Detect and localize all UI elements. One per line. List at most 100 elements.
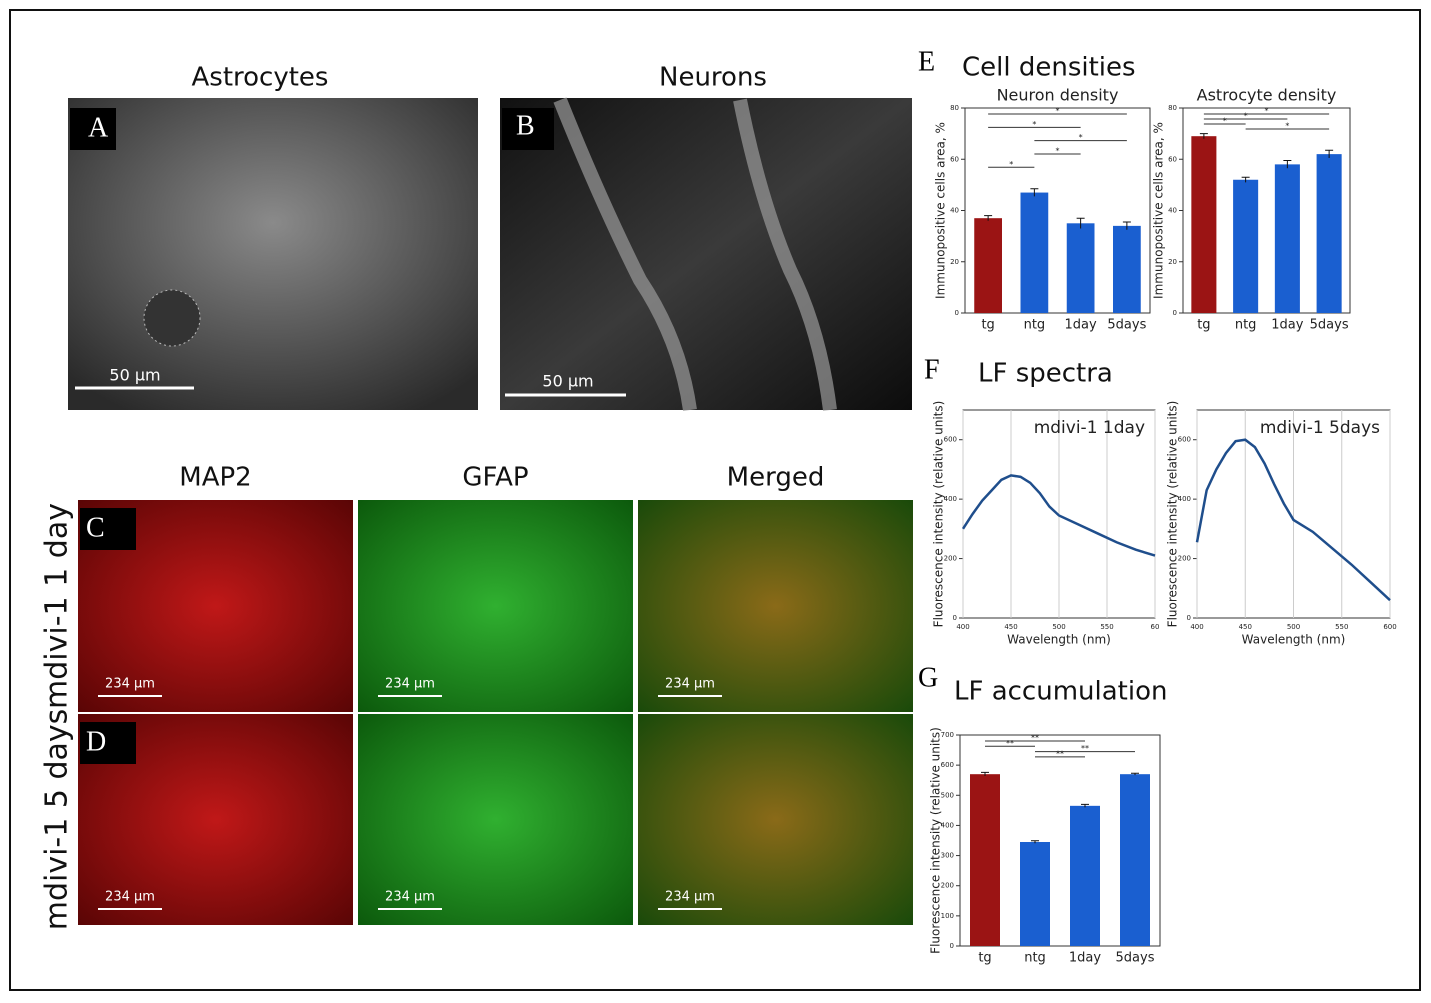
- x-tick-label: 550: [1335, 623, 1348, 631]
- y-tick-label: 60: [950, 155, 959, 163]
- x-tick-label: tg: [1197, 318, 1210, 333]
- panel-title: Astrocytes: [192, 63, 329, 93]
- scale-label: 234 µm: [665, 677, 715, 692]
- x-tick-label: ntg: [1024, 951, 1046, 966]
- significance-label: **: [1056, 749, 1064, 758]
- x-tick-label: 600: [1383, 623, 1396, 631]
- x-tick-label: 500: [1287, 623, 1300, 631]
- x-tick-label: 450: [1004, 623, 1017, 631]
- error-bar: [1131, 772, 1139, 776]
- x-tick-label: 5days: [1310, 318, 1349, 333]
- y-tick-label: 600: [941, 761, 954, 769]
- significance-label: *: [1285, 122, 1289, 131]
- significance-label: *: [1032, 120, 1036, 129]
- panel-letter: F: [924, 354, 940, 385]
- x-tick-label: tg: [978, 951, 991, 966]
- y-tick-label: 20: [950, 258, 959, 266]
- scale-label: 234 µm: [105, 890, 155, 905]
- panel-title: Neurons: [659, 63, 767, 93]
- y-axis-label: Fluorescence intensity (relative units): [929, 727, 943, 954]
- chart-title: Neuron density: [997, 86, 1119, 105]
- bar: [1233, 179, 1259, 313]
- micrograph: [500, 98, 912, 410]
- bar: [1066, 223, 1095, 313]
- y-axis-label: Fluorescence intensity (relative units): [1166, 401, 1180, 628]
- panel-letter: G: [918, 662, 938, 693]
- error-bar: [1030, 188, 1039, 197]
- x-tick-label: 500: [1052, 623, 1065, 631]
- y-tick-label: 60: [1168, 155, 1177, 163]
- error-bar: [1325, 149, 1334, 158]
- significance-label: *: [1009, 160, 1013, 169]
- column-title: MAP2: [179, 463, 251, 493]
- column-title: GFAP: [462, 463, 528, 493]
- bar: [1020, 842, 1050, 946]
- x-axis-label: Wavelength (nm): [1007, 633, 1111, 647]
- x-tick-label: 550: [1100, 623, 1113, 631]
- x-tick-label: 400: [956, 623, 969, 631]
- micrograph: [358, 500, 633, 712]
- bar: [1113, 225, 1141, 313]
- y-tick-label: 0: [950, 942, 954, 950]
- panel-title: LF accumulation: [954, 677, 1167, 707]
- panel-letter: B: [516, 110, 535, 141]
- y-tick-label: 500: [941, 791, 954, 799]
- y-axis-label: Immunopositive cells area, %: [1152, 122, 1166, 299]
- y-tick-label: 400: [941, 821, 954, 829]
- significance-label: **: [1006, 739, 1014, 748]
- significance-label: *: [1223, 117, 1227, 126]
- bar: [970, 774, 1000, 946]
- y-tick-label: 40: [950, 207, 959, 215]
- x-tick-label: 1day: [1065, 318, 1097, 333]
- y-tick-label: 400: [944, 495, 957, 503]
- y-tick-label: 700: [941, 731, 954, 739]
- panel-title: LF spectra: [978, 359, 1113, 389]
- significance-label: *: [1056, 107, 1060, 116]
- panel-letter: A: [88, 112, 109, 143]
- y-tick-label: 80: [1168, 104, 1177, 112]
- error-bar: [1031, 840, 1039, 844]
- y-tick-label: 400: [1178, 495, 1191, 503]
- error-bar: [1283, 160, 1292, 169]
- error-bar: [1081, 803, 1089, 808]
- chart-title: mdivi-1 5days: [1260, 418, 1380, 438]
- x-tick-label: 400: [1190, 623, 1203, 631]
- x-tick-label: 1day: [1271, 318, 1303, 333]
- neurite: [553, 97, 837, 411]
- y-tick-label: 0: [1187, 614, 1191, 622]
- frame: [9, 9, 1421, 991]
- error-bar: [1122, 221, 1131, 230]
- scale-label: 234 µm: [105, 677, 155, 692]
- significance-label: *: [1079, 133, 1083, 142]
- micrograph: [358, 714, 633, 925]
- x-tick-label: 60: [1151, 623, 1160, 631]
- y-axis-label: Fluorescence intensity (relative units): [932, 401, 946, 628]
- column-title: Merged: [727, 463, 825, 493]
- bar: [1274, 164, 1300, 313]
- y-tick-label: 600: [944, 436, 957, 444]
- y-tick-label: 80: [950, 104, 959, 112]
- y-tick-label: 600: [1178, 436, 1191, 444]
- label-box: [70, 108, 116, 150]
- row-title: mdivi-1 1 day: [40, 503, 75, 709]
- y-axis-label: Immunopositive cells area, %: [934, 122, 948, 299]
- chart-title: mdivi-1 1day: [1034, 418, 1145, 438]
- x-tick-label: 5days: [1116, 951, 1155, 966]
- error-bar: [1199, 133, 1208, 139]
- scale-label: 234 µm: [665, 890, 715, 905]
- bar: [1120, 774, 1150, 946]
- y-tick-label: 40: [1168, 207, 1177, 215]
- error-bar: [981, 771, 989, 776]
- x-tick-label: tg: [981, 318, 994, 333]
- spectrum-line: [1195, 438, 1391, 602]
- significance-label: *: [1265, 107, 1269, 116]
- bar: [1191, 136, 1217, 313]
- scale-label: 234 µm: [385, 890, 435, 905]
- y-tick-label: 300: [941, 852, 954, 860]
- scale-label: 50 µm: [542, 372, 593, 391]
- error-bar: [1241, 176, 1250, 183]
- micrograph: [68, 98, 478, 410]
- panel-letter: C: [86, 512, 105, 543]
- scale-label: 234 µm: [385, 677, 435, 692]
